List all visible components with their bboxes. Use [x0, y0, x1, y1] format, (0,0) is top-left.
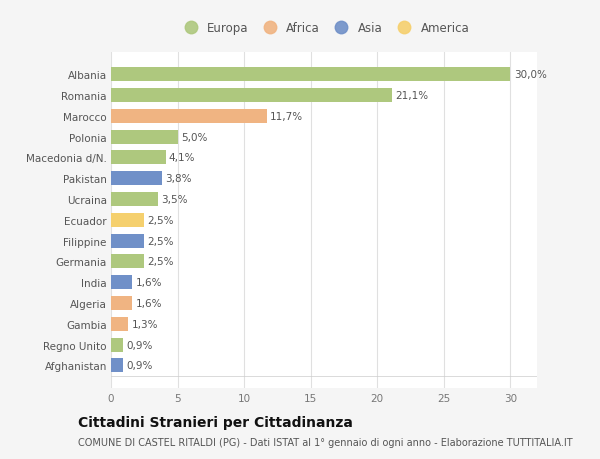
- Text: 21,1%: 21,1%: [395, 91, 428, 101]
- Text: 2,5%: 2,5%: [148, 257, 174, 267]
- Bar: [111, 172, 161, 186]
- Text: COMUNE DI CASTEL RITALDI (PG) - Dati ISTAT al 1° gennaio di ogni anno - Elaboraz: COMUNE DI CASTEL RITALDI (PG) - Dati IST…: [78, 437, 572, 447]
- Text: 5,0%: 5,0%: [181, 132, 207, 142]
- Text: 4,1%: 4,1%: [169, 153, 196, 163]
- Text: 2,5%: 2,5%: [148, 236, 174, 246]
- Bar: [111, 192, 158, 207]
- Text: 1,3%: 1,3%: [131, 319, 158, 329]
- Bar: [111, 234, 144, 248]
- Text: 2,5%: 2,5%: [148, 215, 174, 225]
- Bar: [111, 358, 123, 373]
- Text: 11,7%: 11,7%: [270, 112, 303, 122]
- Bar: [111, 213, 144, 227]
- Text: 30,0%: 30,0%: [514, 70, 547, 80]
- Legend: Europa, Africa, Asia, America: Europa, Africa, Asia, America: [175, 18, 473, 39]
- Text: Cittadini Stranieri per Cittadinanza: Cittadini Stranieri per Cittadinanza: [78, 415, 353, 429]
- Bar: [111, 317, 128, 331]
- Text: 3,5%: 3,5%: [161, 195, 187, 205]
- Text: 1,6%: 1,6%: [136, 278, 162, 287]
- Text: 0,9%: 0,9%: [127, 340, 152, 350]
- Bar: [111, 151, 166, 165]
- Bar: [111, 338, 123, 352]
- Bar: [111, 68, 511, 82]
- Text: 3,8%: 3,8%: [165, 174, 191, 184]
- Text: 1,6%: 1,6%: [136, 298, 162, 308]
- Bar: [111, 275, 133, 290]
- Bar: [111, 296, 133, 310]
- Bar: [111, 89, 392, 103]
- Bar: [111, 255, 144, 269]
- Text: 0,9%: 0,9%: [127, 361, 152, 370]
- Bar: [111, 110, 267, 123]
- Bar: [111, 130, 178, 145]
